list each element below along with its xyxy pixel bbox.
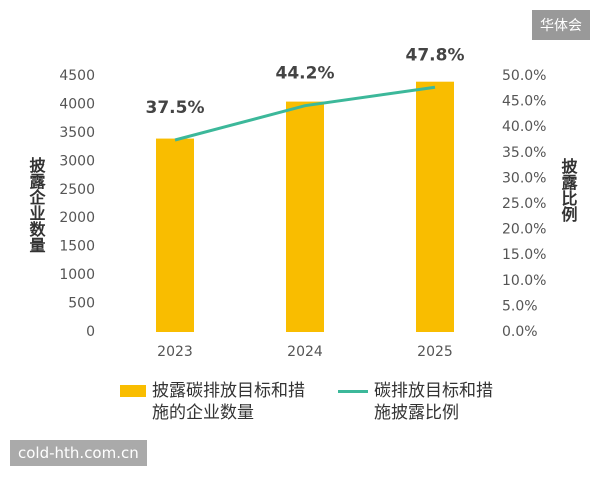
y-axis-label: 披露企业数量 bbox=[27, 156, 47, 253]
y2-tick-label: 15.0% bbox=[502, 247, 546, 263]
line bbox=[174, 85, 436, 142]
legend-swatch bbox=[338, 390, 368, 393]
y2-tick-label: 50.0% bbox=[502, 68, 546, 84]
legend-item: 披露碳排放目标和措施的企业数量 bbox=[120, 380, 320, 424]
y-tick-label: 3500 bbox=[59, 125, 95, 141]
y-tick-label: 500 bbox=[68, 296, 95, 312]
y-tick-label: 1500 bbox=[59, 239, 95, 255]
watermark: 华体会 bbox=[532, 10, 590, 40]
y-tick-label: 3000 bbox=[59, 153, 95, 169]
y-tick-label: 0 bbox=[86, 324, 95, 340]
y2-tick-label: 40.0% bbox=[502, 119, 546, 135]
legend-item: 碳排放目标和措施披露比例 bbox=[338, 380, 538, 424]
x-tick-label: 2025 bbox=[417, 344, 453, 360]
watermark: cold-hth.com.cn bbox=[10, 440, 147, 466]
y2-tick-label: 30.0% bbox=[502, 170, 546, 186]
y-tick-label: 2500 bbox=[59, 182, 95, 198]
legend-label: 披露碳排放目标和措施的企业数量 bbox=[152, 381, 305, 423]
y2-axis-label: 披露比例 bbox=[559, 157, 578, 223]
data-label: 44.2% bbox=[276, 64, 335, 84]
y2-tick-label: 10.0% bbox=[502, 273, 546, 289]
y2-tick-label: 5.0% bbox=[502, 298, 538, 314]
y-tick-label: 1000 bbox=[59, 267, 95, 283]
y2-tick-label: 45.0% bbox=[502, 94, 546, 110]
y2-tick-label: 20.0% bbox=[502, 222, 546, 238]
y-tick-label: 4000 bbox=[59, 96, 95, 112]
data-label: 47.8% bbox=[406, 45, 465, 65]
y-tick-label: 4500 bbox=[59, 68, 95, 84]
bar bbox=[286, 101, 324, 332]
y2-tick-label: 0.0% bbox=[502, 324, 538, 340]
legend-swatch bbox=[120, 385, 146, 397]
y2-tick-label: 25.0% bbox=[502, 196, 546, 212]
bar bbox=[156, 138, 194, 332]
data-label: 37.5% bbox=[146, 98, 205, 118]
legend-label: 碳排放目标和措施披露比例 bbox=[374, 381, 493, 423]
bar bbox=[416, 81, 454, 332]
y-tick-label: 2000 bbox=[59, 210, 95, 226]
x-tick-label: 2023 bbox=[157, 344, 193, 360]
x-tick-label: 2024 bbox=[287, 344, 323, 360]
y2-tick-label: 35.0% bbox=[502, 145, 546, 161]
